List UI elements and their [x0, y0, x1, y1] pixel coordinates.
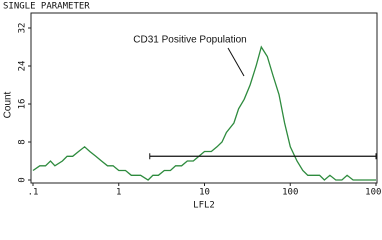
x-tick-label: .1	[28, 188, 39, 198]
x-tick-label: 10	[199, 188, 210, 198]
x-axis-label: LFL2	[193, 201, 215, 211]
chart-title: SINGLE PARAMETER	[3, 2, 90, 12]
chart: SINGLE PARAMETER LFL2 Count CD31 Positiv…	[3, 2, 382, 211]
x-tick-label: 1	[116, 188, 121, 198]
y-tick-label: 8	[18, 139, 28, 144]
annotation-arrow	[227, 47, 245, 77]
y-tick-label: 0	[18, 177, 28, 182]
y-axis-label: Count	[3, 91, 14, 118]
histogram-line	[32, 45, 376, 181]
y-tick-label: 16	[18, 99, 28, 110]
x-tick-label: 100	[282, 188, 298, 198]
y-tick-label: 32	[18, 23, 28, 34]
y-tick-label: 24	[18, 61, 28, 72]
annotation: CD31 Positive Population	[133, 35, 246, 46]
